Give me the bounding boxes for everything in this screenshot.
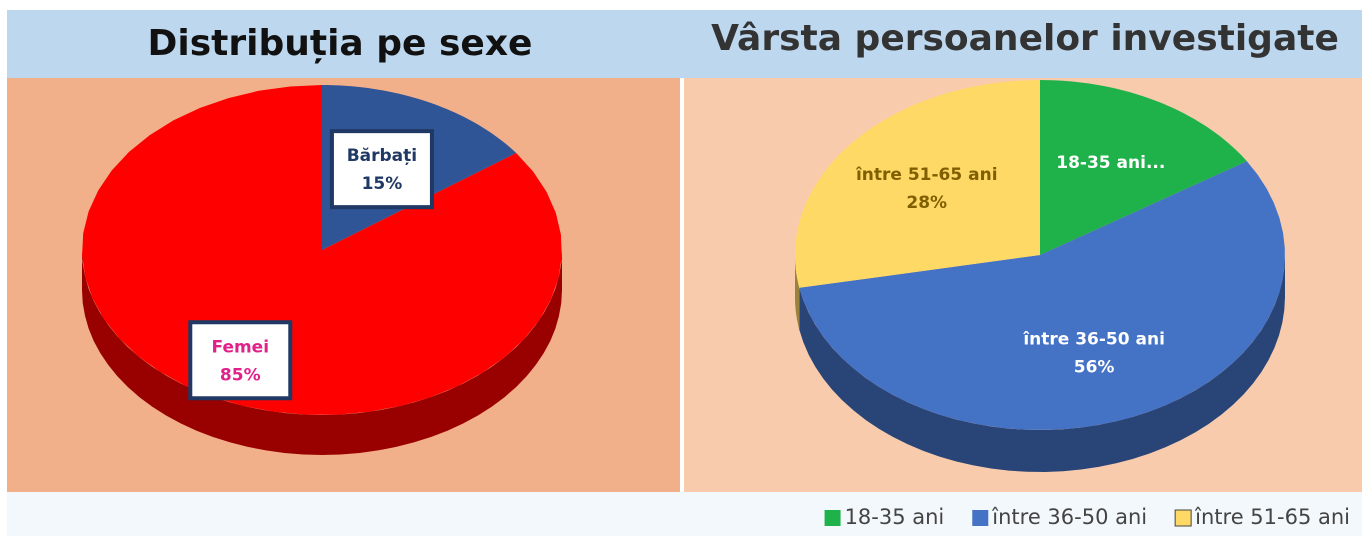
pie-side: [799, 255, 1285, 472]
data-label-name: între 36-50 ani: [1022, 330, 1165, 350]
pie-slice: [1040, 80, 1247, 255]
data-label-name: Femei: [212, 337, 270, 357]
pie-side: [82, 250, 562, 455]
data-label-name: Bărbați: [347, 146, 417, 166]
title-band: [7, 10, 1362, 78]
data-label: 15%: [362, 174, 403, 194]
legend-swatch: [824, 510, 841, 526]
legend-label: 18-35 ani: [845, 505, 945, 529]
legend-label: între 36-50 ani: [991, 505, 1147, 529]
legend-swatch: [972, 510, 989, 526]
pie-slice: [799, 161, 1285, 430]
legend-band: [7, 492, 1362, 536]
data-label: 85%: [220, 365, 261, 385]
label-box: [329, 129, 434, 210]
chart-title: Vârsta persoanelor investigate: [711, 18, 1339, 59]
legend-swatch: [1174, 509, 1192, 527]
data-label: 56%: [1074, 358, 1115, 378]
data-label-name: 18-35 ani...: [1056, 153, 1165, 173]
chart-title: Distribuția pe sexe: [148, 23, 533, 64]
data-label: 28%: [906, 193, 947, 213]
data-label-name: între 51-65 ani: [855, 165, 998, 185]
label-box: [188, 320, 293, 401]
pie-slice: [795, 80, 1040, 288]
pie-side: [795, 255, 800, 330]
legend-label: între 51-65 ani: [1194, 505, 1350, 529]
